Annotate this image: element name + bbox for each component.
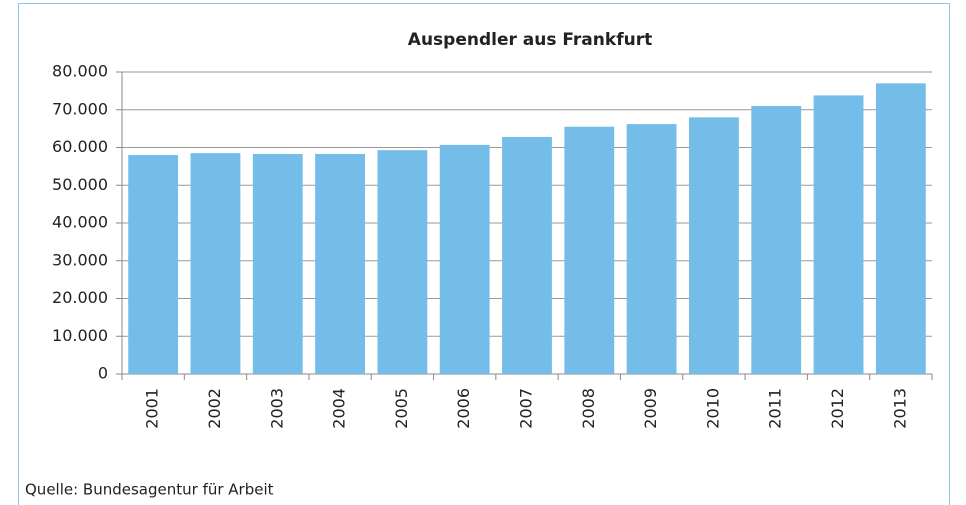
frame — [18, 3, 950, 505]
x-tick-label: 2009 — [641, 388, 660, 429]
y-tick-label: 80.000 — [52, 62, 108, 81]
x-tick-label: 2011 — [766, 388, 785, 429]
x-tick-label: 2013 — [890, 388, 909, 429]
x-tick-label: 2003 — [267, 388, 286, 429]
bar — [190, 153, 241, 374]
bar — [439, 144, 490, 374]
y-tick-label: 10.000 — [52, 326, 108, 345]
x-tick-label: 2006 — [454, 388, 473, 429]
x-tick-label: 2010 — [703, 388, 722, 429]
bar — [502, 136, 552, 374]
bar — [377, 150, 428, 374]
x-tick-label: 2005 — [392, 388, 411, 429]
y-tick-label: 30.000 — [52, 250, 108, 269]
y-tick-label: 50.000 — [52, 175, 108, 194]
bar — [564, 126, 615, 374]
bar — [875, 83, 926, 374]
bar — [689, 117, 739, 375]
y-tick-label: 0 — [98, 364, 108, 383]
bar — [813, 95, 864, 374]
x-tick-label: 2001 — [143, 388, 162, 429]
bar — [751, 105, 802, 374]
y-tick-label: 60.000 — [52, 137, 108, 156]
x-tick-label: 2002 — [205, 388, 224, 429]
y-tick-label: 40.000 — [52, 213, 108, 232]
x-tick-label: 2012 — [828, 388, 847, 429]
bar — [315, 153, 365, 374]
y-tick-label: 20.000 — [52, 288, 108, 307]
bar — [626, 124, 677, 374]
x-tick-label: 2004 — [330, 388, 349, 429]
y-tick-label: 70.000 — [52, 99, 108, 118]
source-note: Quelle: Bundesagentur für Arbeit — [25, 481, 274, 499]
x-tick-label: 2008 — [579, 388, 598, 429]
bar — [128, 155, 179, 374]
bar — [252, 153, 303, 374]
chart-title: Auspendler aus Frankfurt — [408, 30, 652, 50]
x-tick-label: 2007 — [517, 388, 536, 429]
